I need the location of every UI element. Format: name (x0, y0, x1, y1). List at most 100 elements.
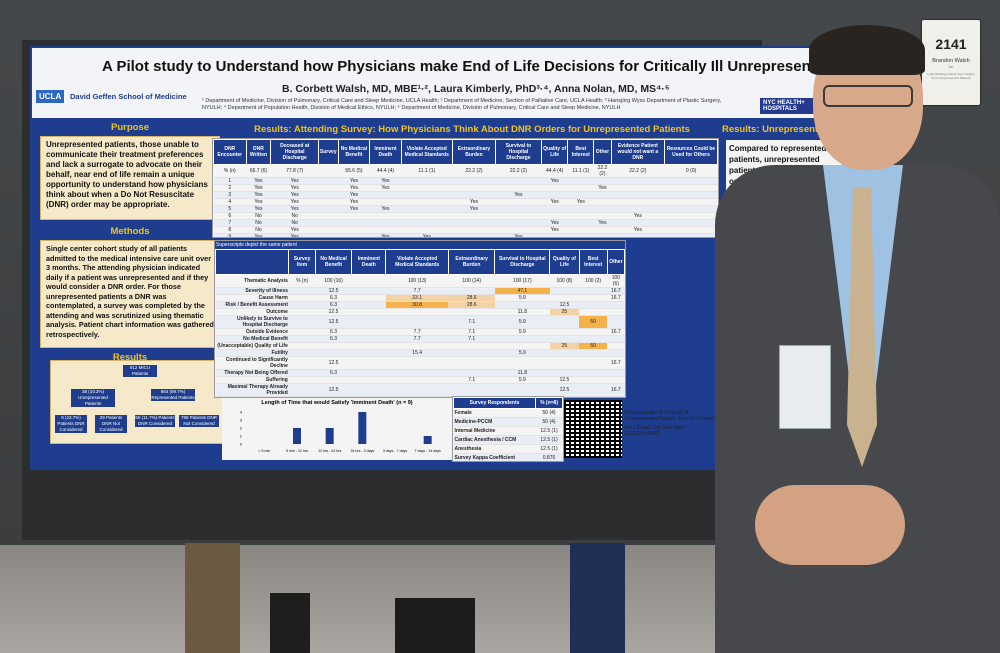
table-cell (318, 226, 339, 234)
table-cell: Yes (452, 198, 496, 206)
table-cell (452, 233, 496, 237)
table-cell (288, 342, 316, 350)
x-tick-label: 5 min - 12 hrs (286, 449, 308, 453)
table-cell (401, 198, 453, 206)
table-cell: 0 (0) (664, 164, 718, 178)
table-cell: Yes (270, 233, 319, 237)
table-cell: 30.8 (385, 301, 449, 309)
table-cell: 22.2 (2) (593, 164, 612, 178)
table-cell (385, 342, 449, 350)
clasped-hands (755, 485, 905, 565)
table-cell: Yes (270, 177, 319, 185)
table-cell: 4 (213, 198, 247, 206)
table-cell: No (246, 212, 271, 220)
table-cell (549, 349, 580, 357)
table-cell: 50 (579, 342, 608, 350)
table-cell: Yes (541, 177, 568, 185)
results-flowchart: 912 MICU Patients 38 (10.2%) Unrepresente… (50, 360, 224, 444)
table-cell (448, 342, 495, 350)
table-cell: No (246, 219, 271, 227)
table-cell (288, 294, 316, 302)
table-cell (369, 219, 402, 227)
table-cell (579, 308, 608, 316)
table-cell: 100 (6) (607, 274, 625, 288)
table-cell: 28.6 (448, 294, 495, 302)
table-cell: 5.9 (494, 328, 550, 336)
leg (270, 593, 310, 653)
school-name: David Geffen School of Medicine (70, 92, 187, 101)
table-header: DNR Encounter (213, 139, 247, 165)
table-cell (288, 356, 316, 370)
table-cell (567, 177, 594, 185)
table-header: Survival to Hospital Discharge (494, 139, 542, 165)
y-tick-label: 3 (240, 418, 243, 423)
flowchart-node: 9 (23.7%) Patients DNR Considered (55, 415, 87, 433)
table-cell (338, 212, 370, 220)
survey-respondents-table: Survey Respondents% (n=8) Female 50 (4) Med… (452, 396, 564, 462)
table-cell (351, 308, 386, 316)
table-cell: Yes (541, 198, 568, 206)
table-row: Cardiac Anesthesia / CCM 12.5 (1) (453, 435, 563, 445)
table-cell (611, 233, 665, 237)
table-cell: 6.3 (315, 335, 352, 343)
table-cell: 47.1 (494, 287, 550, 295)
table-cell (664, 226, 718, 234)
leg (570, 543, 625, 653)
table-cell: 25 (549, 308, 580, 316)
methods-heading: Methods (110, 226, 150, 237)
table-cell: Unlikely to Survive to Hospital Discharg… (215, 315, 289, 329)
table-cell: 7.1 (448, 376, 495, 384)
table-cell (315, 342, 352, 350)
table-cell (664, 191, 718, 199)
table-cell (579, 376, 608, 384)
table-cell: 7.7 (385, 328, 449, 336)
table-cell: Yes (452, 205, 496, 213)
table-cell (288, 308, 316, 316)
table-cell: Yes (611, 212, 665, 220)
table-cell: Survey Kappa Coefficient (453, 453, 536, 461)
table-cell: Futility (215, 349, 289, 357)
table-cell: % (n) (213, 164, 247, 178)
table-cell: 12.5 (549, 376, 580, 384)
table-cell (369, 191, 402, 199)
table-cell: 16.7 (607, 396, 625, 397)
table-cell (452, 219, 496, 227)
table-row: 7 No No Yes Yes (213, 219, 718, 227)
table-header: % (n=8) (535, 397, 563, 409)
table-cell: 44.4 (4) (369, 164, 402, 178)
table-cell (448, 308, 495, 316)
table-cell (549, 369, 580, 377)
table-header: Other (593, 139, 612, 165)
table-cell: 16.7 (607, 294, 625, 302)
table-cell (495, 198, 542, 206)
table-cell (401, 184, 453, 192)
table-cell (351, 342, 386, 350)
table-cell: 50 (4) (535, 408, 563, 418)
table-cell (593, 205, 612, 213)
table-cell (452, 226, 496, 234)
attendee-legs (175, 540, 645, 653)
table-cell (664, 184, 718, 192)
table-cell: Yes (401, 233, 453, 237)
table-cell (494, 301, 550, 309)
y-tick-label: 2 (240, 426, 243, 431)
table-cell (593, 212, 612, 220)
table-cell (664, 205, 718, 213)
table-cell (452, 212, 496, 220)
presenter-hair (809, 25, 925, 75)
table-cell (351, 356, 386, 370)
table-cell (611, 198, 665, 206)
table-cell (351, 294, 386, 302)
table-cell (401, 191, 453, 199)
table-cell (452, 184, 496, 192)
table-cell (607, 335, 625, 343)
table-cell (593, 191, 612, 199)
table-header: Extraordinary Burden (452, 139, 496, 165)
table-header: DNR Written (245, 139, 272, 165)
table-cell: 7.1 (448, 315, 495, 329)
table-header: Best Interest (567, 139, 595, 165)
table-cell: Yes (270, 198, 319, 206)
x-tick-label: < 5 min (258, 449, 270, 453)
table-cell (318, 205, 339, 213)
qr-code[interactable] (564, 400, 622, 458)
